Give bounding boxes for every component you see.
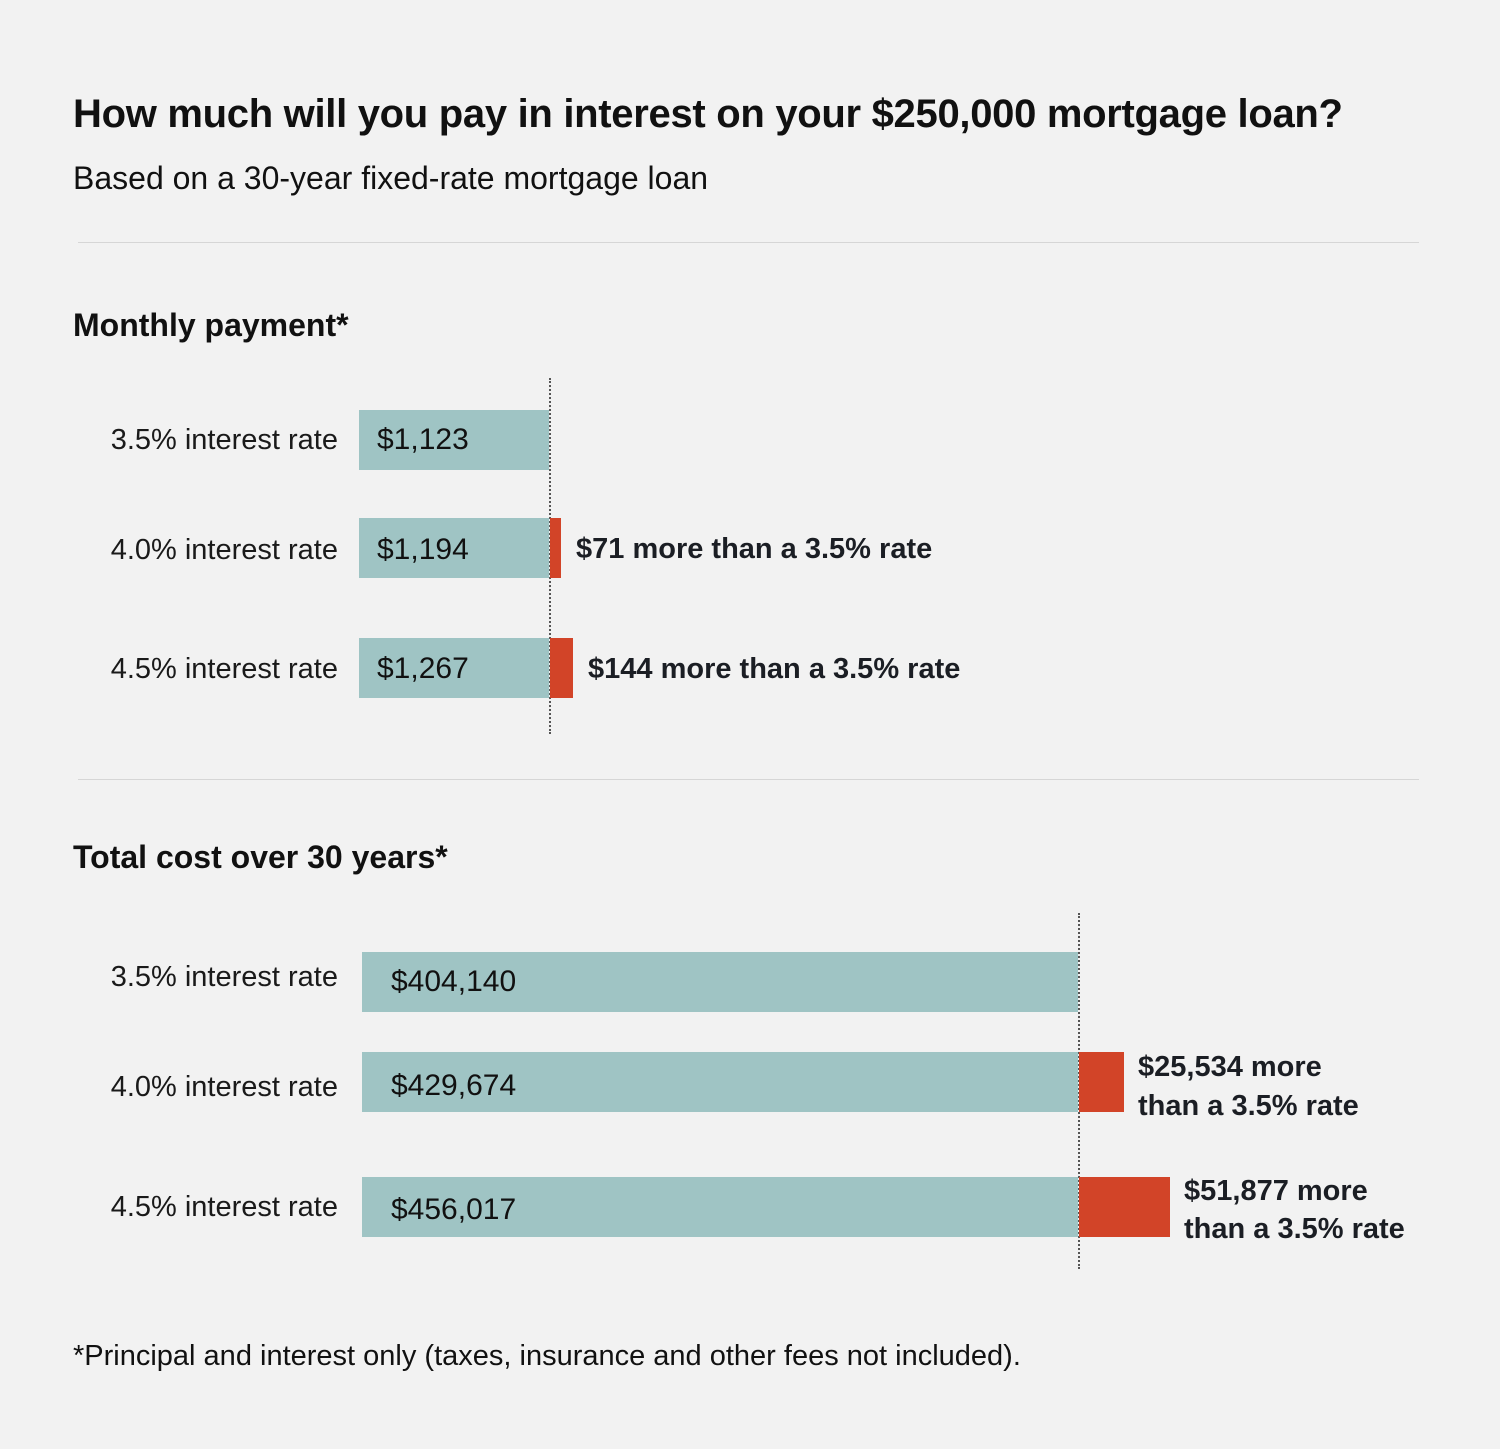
chart-subtitle: Based on a 30-year fixed-rate mortgage l… [73,160,709,196]
total-bar-value: $456,017 [391,1193,517,1226]
monthly-diff-label: $71 more than a 3.5% rate [576,533,933,565]
total-bar-extra [1079,1052,1124,1112]
monthly-bar-extra [550,638,573,698]
divider [78,779,1419,780]
footnote: *Principal and interest only (taxes, ins… [73,1340,1021,1372]
monthly-bar-value: $1,194 [377,533,469,566]
total-row-label: 4.0% interest rate [110,1071,338,1103]
total-bar-base [362,1177,1078,1237]
total-bar-base [362,1052,1078,1112]
total-diff-label-line1: $51,877 more [1184,1175,1368,1207]
total-diff-label-line1: $25,534 more [1138,1051,1322,1083]
monthly-bar-value: $1,123 [377,423,469,456]
total-row-label: 4.5% interest rate [110,1191,338,1223]
total-diff-label-line2: than a 3.5% rate [1138,1090,1359,1122]
divider [78,242,1419,243]
monthly-diff-label: $144 more than a 3.5% rate [588,653,961,685]
monthly-bar-base [359,638,549,698]
total-bar-extra [1079,1177,1170,1237]
monthly-bar-base [359,410,549,470]
monthly-bar-value: $1,267 [377,652,469,685]
monthly-bar-extra [550,518,561,578]
monthly-bar-base [359,518,549,578]
total-section-title: Total cost over 30 years* [73,839,448,875]
total-bar-value: $429,674 [391,1069,517,1102]
total-diff-label-line2: than a 3.5% rate [1184,1213,1405,1245]
monthly-row-label: 3.5% interest rate [110,424,338,456]
total-row-label: 3.5% interest rate [110,961,338,993]
monthly-row-label: 4.0% interest rate [110,534,338,566]
total-bar-value: $404,140 [391,965,517,998]
total-bar-base [362,952,1078,1012]
monthly-row-label: 4.5% interest rate [110,653,338,685]
monthly-section-title: Monthly payment* [73,307,349,343]
chart-title: How much will you pay in interest on you… [73,92,1343,136]
